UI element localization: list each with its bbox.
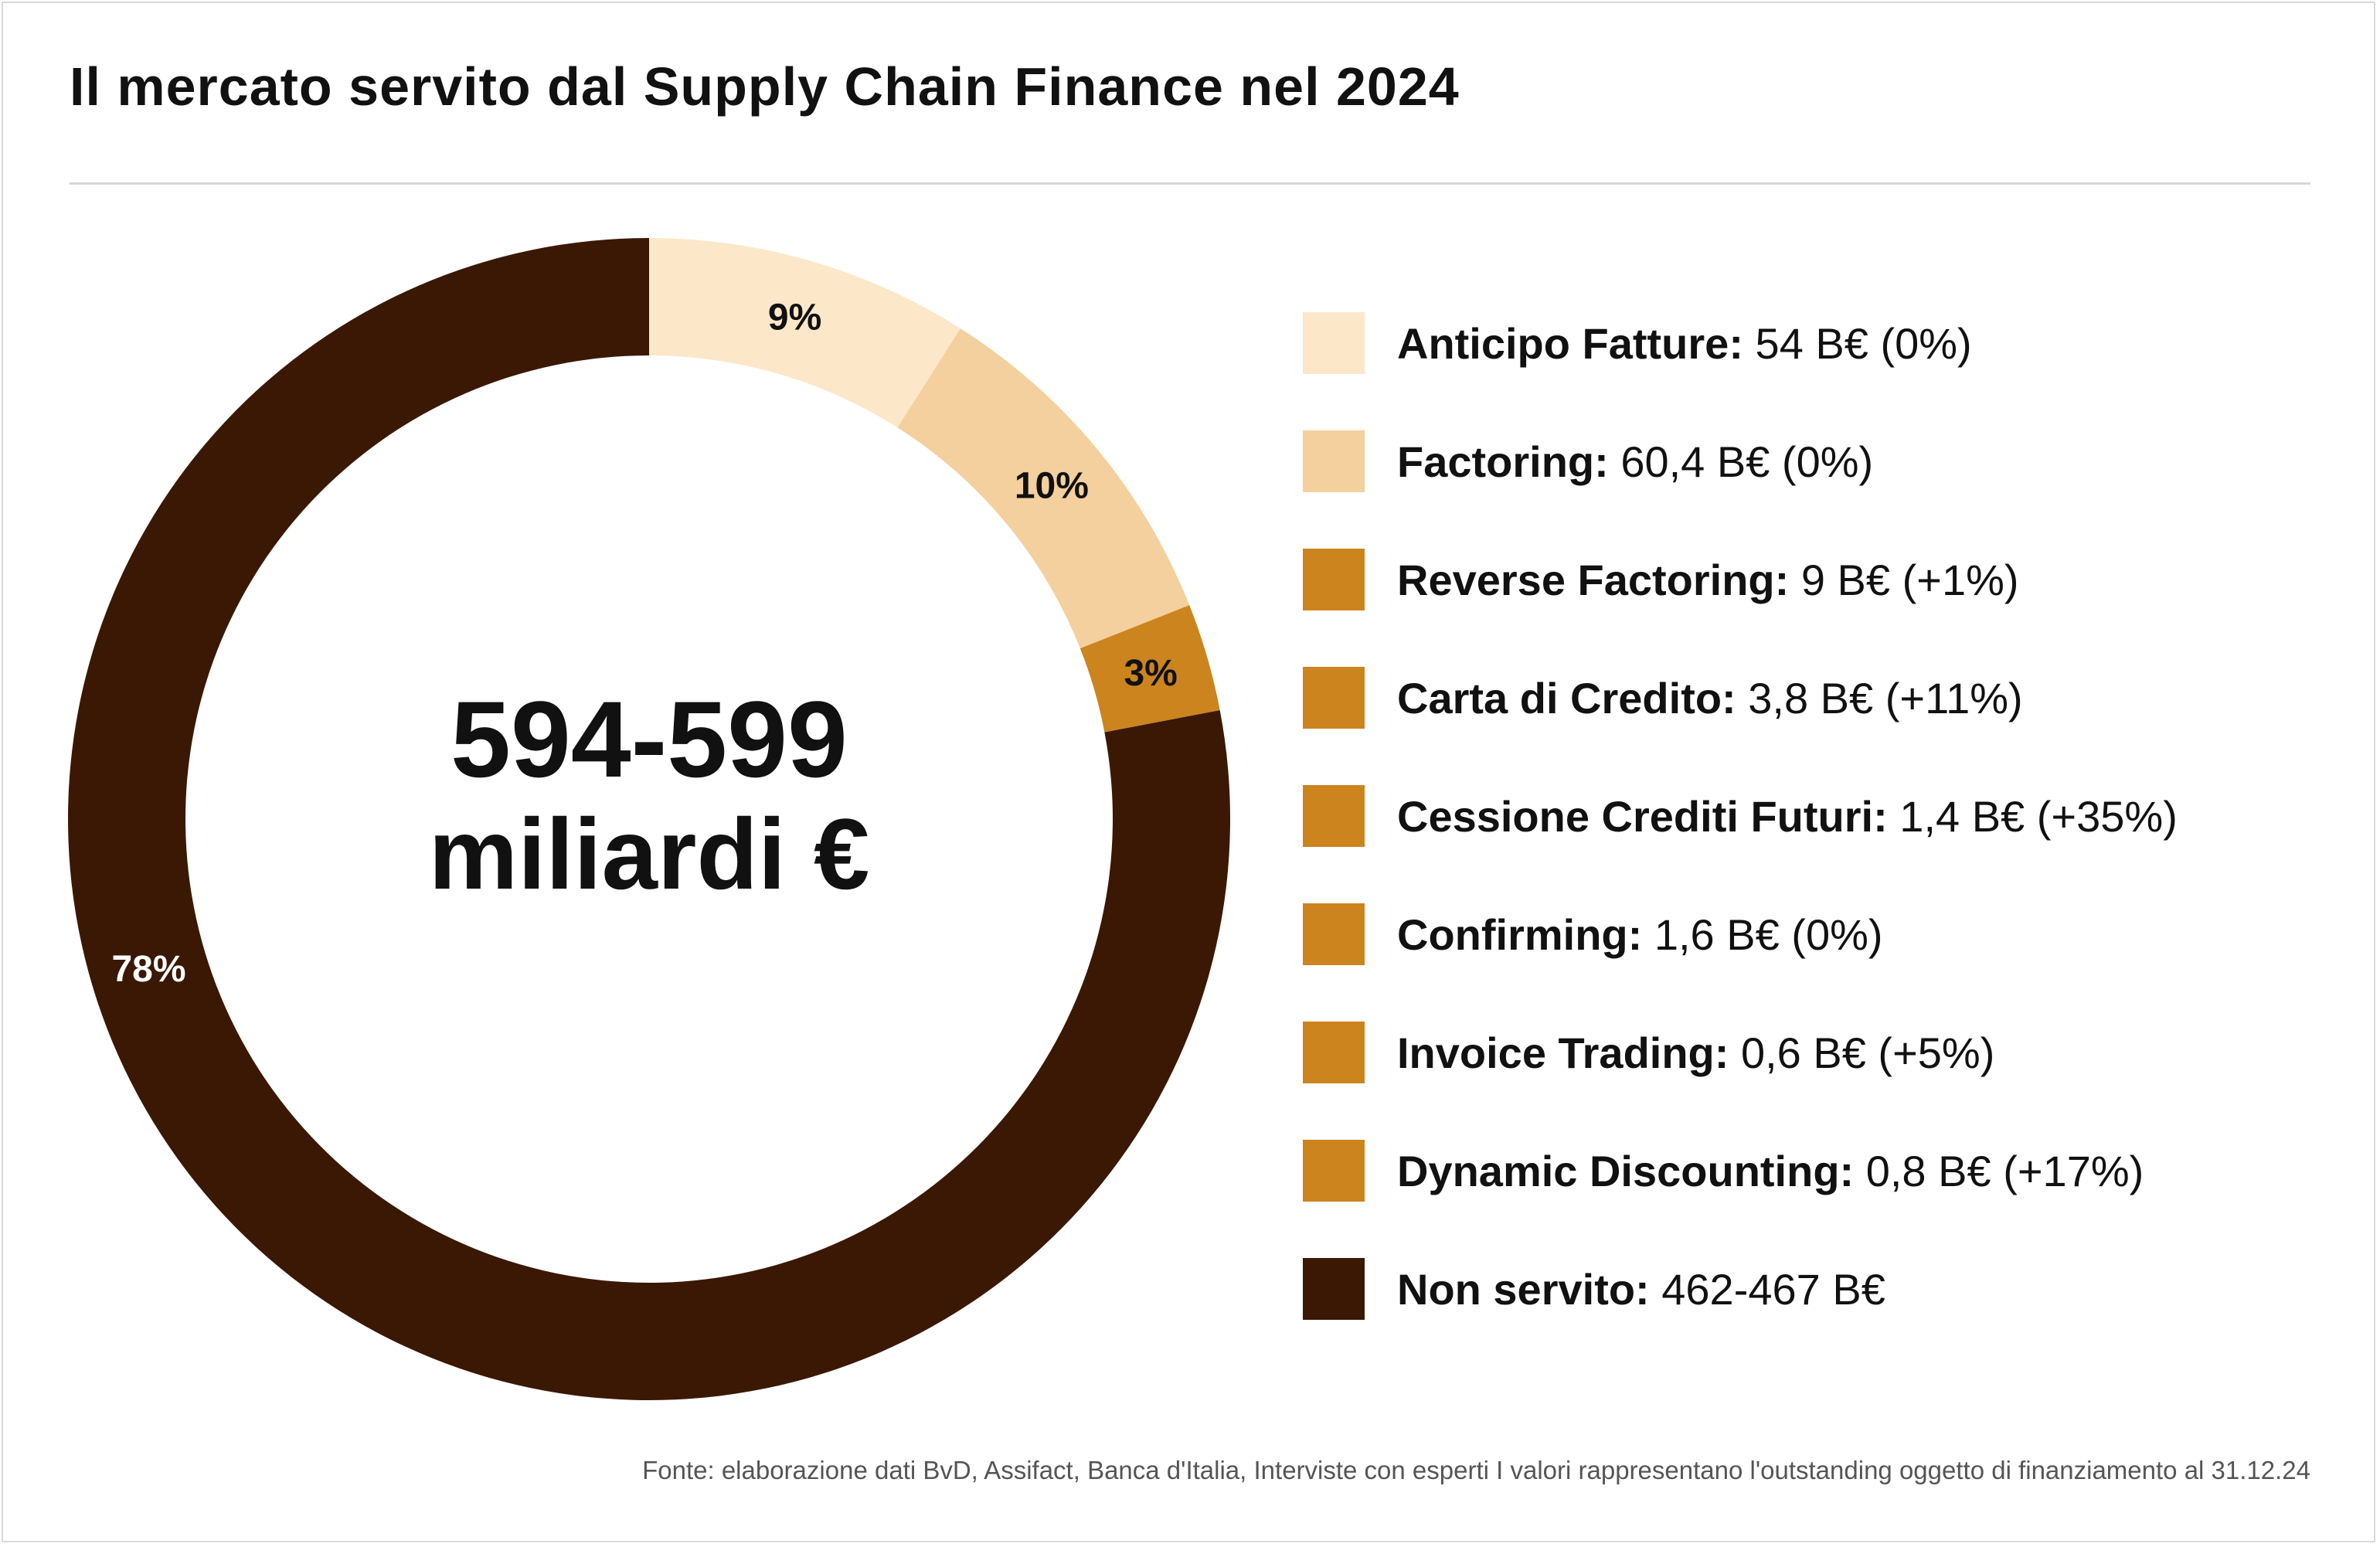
donut-slice-label-4: 78% — [111, 949, 185, 990]
legend-item: Confirming: 1,6 B€ (0%) — [1303, 903, 2307, 965]
legend-swatch — [1303, 1258, 1365, 1320]
legend-item: Factoring: 60,4 B€ (0%) — [1303, 430, 2307, 492]
donut-slice-3 — [1080, 605, 1220, 733]
source-note: Fonte: elaborazione dati BvD, Assifact, … — [642, 1456, 2310, 1484]
legend-name: Confirming: — [1397, 910, 1643, 959]
legend-value: 1,4 B€ (+35%) — [1887, 792, 2178, 841]
legend-swatch — [1303, 430, 1365, 492]
donut-labels: 9% 10% 3% 78% — [111, 297, 1177, 989]
legend-swatch — [1303, 903, 1365, 965]
center-unit: miliardi € — [428, 797, 870, 910]
legend-name: Dynamic Discounting: — [1397, 1147, 1855, 1195]
donut-slices — [67, 238, 1230, 1400]
legend-swatch — [1303, 1022, 1365, 1083]
legend-value: 0,6 B€ (+5%) — [1729, 1028, 1995, 1077]
legend-text: Anticipo Fatture: 54 B€ (0%) — [1397, 318, 1972, 369]
donut-slice-1 — [649, 238, 960, 428]
legend-text: Reverse Factoring: 9 B€ (+1%) — [1397, 555, 2019, 605]
legend-item: Reverse Factoring: 9 B€ (+1%) — [1303, 549, 2307, 610]
center-value: 594-599 — [450, 678, 848, 800]
legend-item: Anticipo Fatture: 54 B€ (0%) — [1303, 312, 2307, 374]
legend-value: 60,4 B€ (0%) — [1608, 437, 1874, 486]
donut-slice-2 — [897, 328, 1190, 649]
legend-item: Dynamic Discounting: 0,8 B€ (+17%) — [1303, 1140, 2307, 1202]
legend-swatch — [1303, 312, 1365, 374]
legend-text: Confirming: 1,6 B€ (0%) — [1397, 910, 1883, 960]
legend-name: Invoice Trading: — [1397, 1028, 1729, 1077]
legend-item: Invoice Trading: 0,6 B€ (+5%) — [1303, 1022, 2307, 1083]
donut-chart: 9% 10% 3% 78% — [67, 238, 1230, 1400]
legend-text: Factoring: 60,4 B€ (0%) — [1397, 437, 1873, 487]
legend-name: Factoring: — [1397, 437, 1609, 486]
donut-slice-label-1: 9% — [768, 297, 821, 338]
legend-value: 54 B€ (0%) — [1742, 319, 1972, 368]
legend-swatch — [1303, 667, 1365, 729]
legend-swatch — [1303, 785, 1365, 847]
legend-item: Non servito: 462-467 B€ — [1303, 1258, 2307, 1320]
legend-item: Cessione Crediti Futuri: 1,4 B€ (+35%) — [1303, 785, 2307, 847]
legend-value: 0,8 B€ (+17%) — [1854, 1147, 2144, 1195]
legend-name: Carta di Credito: — [1397, 674, 1736, 722]
legend-value: 1,6 B€ (0%) — [1642, 910, 1883, 959]
legend-text: Carta di Credito: 3,8 B€ (+11%) — [1397, 673, 2023, 723]
legend-value: 462-467 B€ — [1649, 1265, 1885, 1314]
donut-slice-label-3: 3% — [1124, 653, 1177, 694]
donut-slice-label-2: 10% — [1015, 466, 1089, 507]
title-divider — [70, 182, 2310, 185]
legend-swatch — [1303, 549, 1365, 610]
chart-title: Il mercato servito dal Supply Chain Fina… — [70, 56, 1460, 117]
donut-center-text: 594-599 miliardi € — [294, 680, 1005, 910]
legend-name: Cessione Crediti Futuri: — [1397, 792, 1888, 841]
legend-text: Invoice Trading: 0,6 B€ (+5%) — [1397, 1028, 1994, 1078]
legend-value: 9 B€ (+1%) — [1789, 556, 2019, 604]
legend-name: Non servito: — [1397, 1265, 1650, 1314]
legend-text: Cessione Crediti Futuri: 1,4 B€ (+35%) — [1397, 791, 2178, 842]
legend-item: Carta di Credito: 3,8 B€ (+11%) — [1303, 667, 2307, 729]
legend-swatch — [1303, 1140, 1365, 1202]
legend-value: 3,8 B€ (+11%) — [1736, 674, 2023, 722]
legend-text: Dynamic Discounting: 0,8 B€ (+17%) — [1397, 1146, 2144, 1196]
legend-text: Non servito: 462-467 B€ — [1397, 1264, 1885, 1314]
legend-name: Anticipo Fatture: — [1397, 319, 1743, 368]
legend-name: Reverse Factoring: — [1397, 556, 1790, 604]
